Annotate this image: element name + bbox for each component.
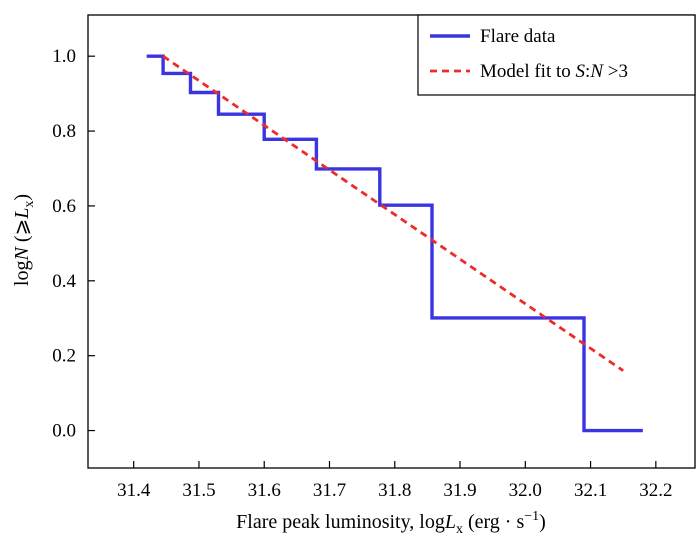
y-axis-label-var2: L bbox=[11, 208, 33, 220]
legend-label-model-fit: Model fit to S:N >3 bbox=[480, 61, 628, 82]
x-tick-label: 31.5 bbox=[182, 480, 215, 501]
ticks-layer: 31.4 31.5 31.6 31.7 31.8 31.9 32.0 32.1 32.2 0.0 0… bbox=[52, 46, 672, 501]
x-axis-label-prefix: Flare peak luminosity, log bbox=[236, 511, 445, 533]
x-tick-label: 32.0 bbox=[509, 480, 542, 501]
plot-frame bbox=[87, 14, 696, 469]
y-axis-label-prefix: log bbox=[11, 261, 33, 287]
x-axis-label-unit-sup: −1 bbox=[524, 509, 539, 524]
series-line-flare-data bbox=[146, 54, 643, 433]
y-axis-label-middle: (⩾ bbox=[11, 219, 33, 247]
x-tick-label: 32.2 bbox=[639, 480, 672, 501]
x-tick-label: 31.9 bbox=[443, 480, 476, 501]
y-tick-label: 1.0 bbox=[52, 46, 76, 67]
y-tick-label: 0.2 bbox=[52, 346, 76, 367]
legend-label-model-fit-part-3: : bbox=[585, 61, 590, 82]
y-axis-label-close: ) bbox=[11, 194, 33, 201]
x-tick-label: 31.4 bbox=[117, 480, 151, 501]
x-tick-label: 32.1 bbox=[574, 480, 607, 501]
legend: Flare data Model fit to S:N >3 bbox=[417, 14, 696, 96]
y-tick-label: 0.6 bbox=[52, 196, 76, 217]
x-axis-label-var: L bbox=[444, 511, 456, 533]
y-axis-label-var: N bbox=[11, 246, 33, 262]
x-tick-label: 31.6 bbox=[248, 480, 281, 501]
x-axis-label-unit-open: (erg · s bbox=[463, 511, 524, 533]
y-tick-label: 0.4 bbox=[52, 271, 76, 292]
y-tick-label: 0.8 bbox=[52, 121, 76, 142]
legend-label-model-fit-part-4: N bbox=[589, 61, 604, 82]
x-tick-label: 31.7 bbox=[313, 480, 346, 501]
legend-box bbox=[417, 14, 696, 96]
x-axis-label-sub: x bbox=[456, 522, 463, 537]
series-line-model-fit bbox=[162, 55, 624, 372]
y-axis-label-sub: x bbox=[22, 201, 37, 208]
x-tick-label: 31.8 bbox=[378, 480, 411, 501]
legend-label-model-fit-part-5: >3 bbox=[603, 61, 628, 82]
y-tick-label: 0.0 bbox=[52, 421, 76, 442]
series-layer bbox=[146, 54, 643, 433]
legend-label-model-fit-part-2: S bbox=[576, 61, 586, 82]
y-axis-label: logN (⩾Lx) bbox=[11, 194, 37, 286]
x-axis-label: Flare peak luminosity, logLx (erg · s−1) bbox=[236, 509, 546, 537]
legend-label-flare-data: Flare data bbox=[480, 26, 556, 47]
legend-label-model-fit-part-1: Model fit to bbox=[480, 61, 576, 82]
x-axis-label-unit-close: ) bbox=[539, 511, 546, 533]
